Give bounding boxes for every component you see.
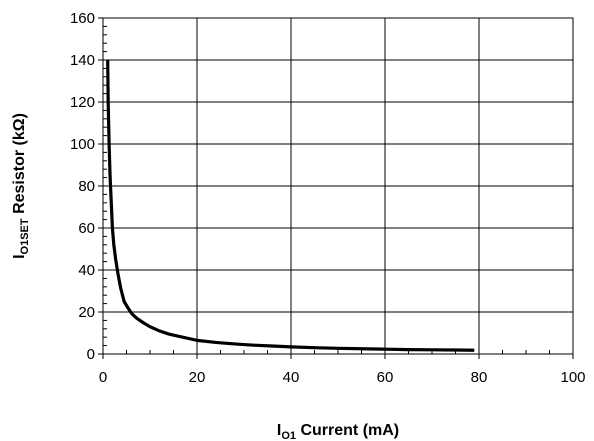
series-line [106, 59, 475, 352]
y-tick-label: 0 [87, 346, 95, 363]
x-tick-label: 20 [189, 369, 206, 386]
y-tick-label: 120 [70, 94, 95, 111]
x-tick-label: 80 [471, 369, 488, 386]
plot-area-frame [102, 17, 574, 355]
x-tick-label: 100 [560, 369, 585, 386]
x-tick-label: 0 [99, 369, 107, 386]
series [106, 59, 475, 352]
x-tick-label: 40 [283, 369, 300, 386]
y-tick-label: 140 [70, 52, 95, 69]
x-tick-label: 60 [377, 369, 394, 386]
y-tick-label: 20 [78, 304, 95, 321]
x-axis-title: IO1 Current (mA) [277, 422, 399, 441]
tick-labels: 0 20 40 60 80 100 0 20 40 60 80 100 120 140 160 [70, 10, 586, 386]
y-tick-label: 40 [78, 262, 95, 279]
y-tick-label: 80 [78, 178, 95, 195]
y-tick-label: 100 [70, 136, 95, 153]
y-tick-label: 160 [70, 10, 95, 27]
y-tick-label: 60 [78, 220, 95, 237]
y-axis-title: IO1SET Resistor (kΩ) [11, 113, 31, 259]
